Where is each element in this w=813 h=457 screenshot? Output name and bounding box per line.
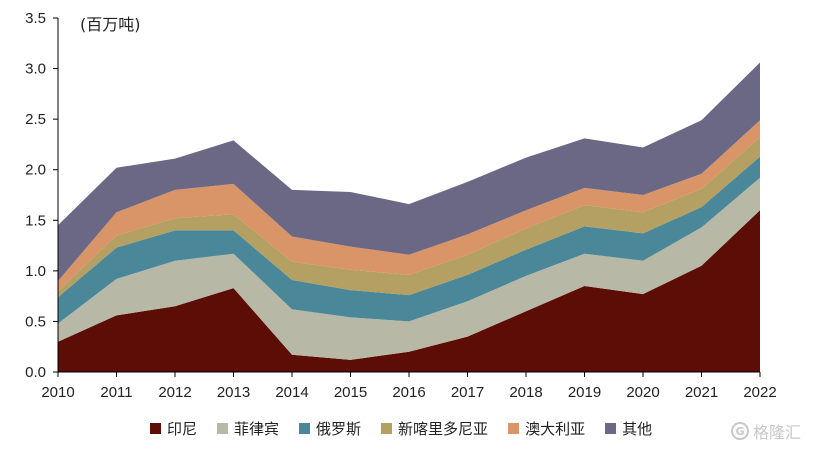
legend-item: 其他 bbox=[605, 418, 652, 439]
watermark: G 格隆汇 bbox=[730, 419, 801, 443]
area-series-4 bbox=[58, 120, 760, 292]
chart-legend: 印尼 菲律宾 俄罗斯 新喀里多尼亚 澳大利亚 其他 bbox=[150, 418, 652, 439]
legend-label: 澳大利亚 bbox=[525, 420, 586, 438]
x-tick-label: 2011 bbox=[100, 384, 132, 401]
watermark-text: 格隆汇 bbox=[752, 423, 801, 442]
y-tick-label: 2.5 bbox=[25, 111, 46, 128]
x-tick-label: 2016 bbox=[392, 384, 425, 401]
x-tick-label: 2018 bbox=[509, 384, 542, 401]
x-tick-label: 2015 bbox=[334, 384, 367, 401]
y-tick-label: 2.0 bbox=[25, 162, 46, 179]
area-series-5 bbox=[58, 62, 760, 281]
legend-item: 印尼 bbox=[150, 418, 197, 439]
x-tick-label: 2012 bbox=[158, 384, 191, 401]
area-series-1 bbox=[58, 177, 760, 360]
legend-label: 俄罗斯 bbox=[316, 420, 362, 438]
legend-label: 其他 bbox=[622, 420, 653, 438]
x-tick-label: 2022 bbox=[743, 384, 776, 401]
legend-swatch bbox=[150, 423, 161, 434]
area-series-2 bbox=[58, 156, 760, 324]
axes: 0.0 0.5 1.0 1.5 2.0 2.5 3.0 3.5 2010 2011 2012 2013… bbox=[25, 10, 777, 401]
y-tick-label: 3.5 bbox=[25, 10, 46, 27]
legend-item: 菲律宾 bbox=[217, 418, 279, 439]
legend-swatch bbox=[299, 423, 311, 434]
x-tick-label: 2019 bbox=[568, 384, 601, 401]
legend-item: 澳大利亚 bbox=[508, 418, 585, 439]
legend-label: 菲律宾 bbox=[234, 420, 280, 438]
y-tick-label: 0.0 bbox=[25, 364, 46, 381]
area-series-3 bbox=[58, 137, 760, 298]
area-layers bbox=[58, 62, 760, 372]
x-tick-label: 2020 bbox=[626, 384, 659, 401]
legend-swatch bbox=[217, 423, 229, 434]
x-tick-label: 2014 bbox=[275, 384, 308, 401]
legend-swatch bbox=[605, 423, 617, 434]
y-axis-unit-label: (百万吨) bbox=[80, 15, 141, 34]
x-tick-label: 2021 bbox=[685, 384, 718, 401]
y-tick-label: 0.5 bbox=[25, 313, 46, 330]
y-tick-label: 3.0 bbox=[25, 61, 46, 78]
legend-swatch bbox=[508, 423, 520, 434]
x-tick-label: 2017 bbox=[451, 384, 484, 401]
legend-label: 印尼 bbox=[167, 420, 198, 438]
legend-item: 俄罗斯 bbox=[299, 418, 361, 439]
x-tick-label: 2010 bbox=[41, 384, 74, 401]
area-series-0 bbox=[58, 210, 760, 372]
y-tick-label: 1.0 bbox=[25, 263, 46, 280]
watermark-logo-icon: G bbox=[730, 422, 749, 440]
x-tick-label: 2013 bbox=[217, 384, 250, 401]
legend-item: 新喀里多尼亚 bbox=[381, 418, 488, 439]
legend-swatch bbox=[381, 423, 393, 434]
y-tick-label: 1.5 bbox=[25, 212, 46, 229]
legend-label: 新喀里多尼亚 bbox=[398, 420, 489, 438]
